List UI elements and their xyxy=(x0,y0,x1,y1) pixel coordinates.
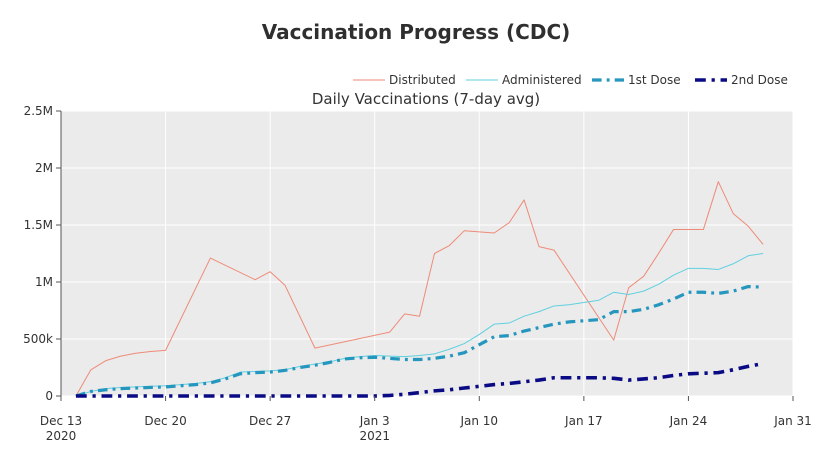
x-tick-label: Dec 27 xyxy=(249,414,291,428)
legend-label: Distributed xyxy=(389,73,456,87)
legend-label: Administered xyxy=(502,73,582,87)
y-tick-label: 2.5M xyxy=(24,104,53,118)
series-line-2nd-dose xyxy=(75,361,764,398)
y-tick-label: 500k xyxy=(23,332,53,346)
legend-item[interactable]: 2nd Dose xyxy=(695,73,788,87)
series-lines xyxy=(75,181,764,398)
chart-subtitle: Daily Vaccinations (7-day avg) xyxy=(312,90,540,108)
x-tick-label: Jan 10 xyxy=(459,414,498,428)
x-tick-sublabel: 2020 xyxy=(46,429,77,443)
legend-item[interactable]: 1st Dose xyxy=(592,73,681,87)
legend-item[interactable]: Administered xyxy=(466,73,582,87)
x-tick-label: Jan 31 xyxy=(773,414,812,428)
legend-item[interactable]: Distributed xyxy=(353,73,456,87)
x-tick-label: Jan 24 xyxy=(669,414,708,428)
y-tick-label: 1M xyxy=(35,275,53,289)
x-tick-label: Dec 20 xyxy=(144,414,186,428)
series-line-distributed xyxy=(75,181,764,397)
page-title: Vaccination Progress (CDC) xyxy=(262,20,571,44)
legend[interactable]: Distributed Administered 1st Dose 2nd Dose xyxy=(353,73,788,87)
y-tick-label: 1.5M xyxy=(24,218,53,232)
x-tick-label: Jan 17 xyxy=(564,414,603,428)
plot-area xyxy=(61,111,793,396)
series-line-1st-dose xyxy=(75,284,764,398)
legend-label: 1st Dose xyxy=(628,73,681,87)
y-tick-label: 0 xyxy=(45,389,53,403)
y-tick-label: 2M xyxy=(35,161,53,175)
x-tick-label: Jan 3 xyxy=(359,414,390,428)
x-tick-label: Dec 13 xyxy=(40,414,82,428)
legend-label: 2nd Dose xyxy=(731,73,788,87)
x-tick-sublabel: 2021 xyxy=(359,429,390,443)
